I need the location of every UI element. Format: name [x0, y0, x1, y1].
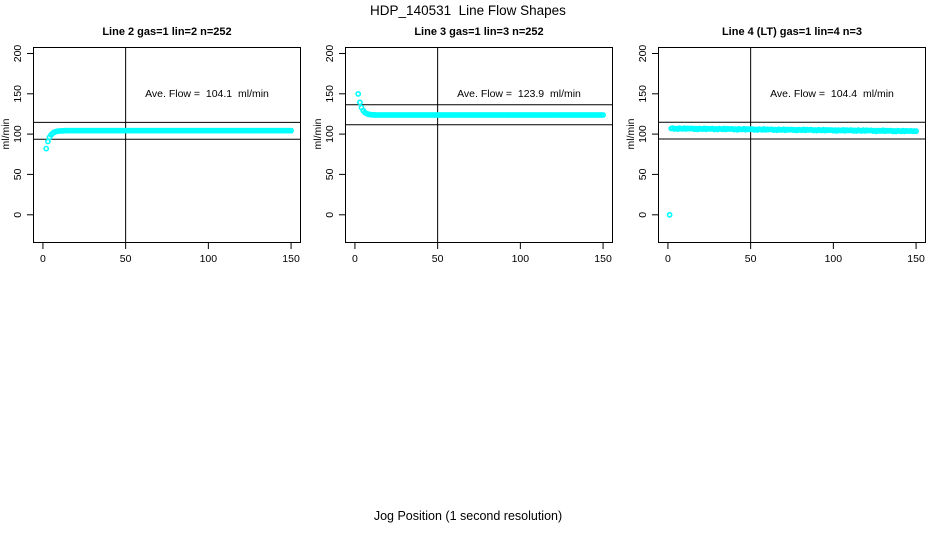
data-point: [288, 127, 294, 134]
ave-flow-annotation: Ave. Flow = 123.9 ml/min: [457, 88, 581, 100]
y-tick-label: 200: [12, 45, 24, 63]
x-tick-label: 0: [40, 253, 46, 265]
x-tick-label: 0: [665, 253, 671, 265]
y-axis-label: ml/min: [0, 118, 12, 150]
panel-line4-title: Line 4 (LT) gas=1 lin=4 n=3: [721, 26, 863, 38]
y-tick-label: 200: [637, 45, 649, 63]
x-tick-label: 100: [825, 253, 843, 265]
y-tick-label: 200: [324, 45, 336, 63]
plot-border: [33, 47, 301, 243]
figure-title: HDP_140531 Line Flow Shapes: [370, 3, 566, 18]
y-tick-label: 50: [637, 168, 649, 180]
panel-line2: Line 2 gas=1 lin=2 n=252 ml/min 0 50 100 15…: [0, 26, 301, 265]
x-tick-label: 150: [282, 253, 300, 265]
y-tick-label: 150: [12, 85, 24, 103]
x-tick-label: 100: [512, 253, 530, 265]
data-point: [356, 99, 363, 106]
panel-line3: Line 3 gas=1 lin=3 n=252 ml/min 0 50 100 15…: [312, 26, 613, 265]
x-tick-label: 50: [432, 253, 444, 265]
y-tick-label: 0: [637, 212, 649, 218]
y-tick-label: 0: [12, 212, 24, 218]
plot-area-line4: 0 50 100 150 0 50 100 150 200: [637, 45, 926, 265]
y-tick-label: 0: [324, 212, 336, 218]
y-axis-label: ml/min: [312, 118, 324, 150]
plot-border: [345, 47, 613, 243]
x-tick-label: 50: [120, 253, 132, 265]
x-tick-label: 150: [594, 253, 612, 265]
data-point: [913, 128, 919, 135]
panel-line2-title: Line 2 gas=1 lin=2 n=252: [102, 26, 232, 38]
ave-flow-annotation: Ave. Flow = 104.4 ml/min: [770, 88, 894, 100]
y-axis-label: ml/min: [625, 118, 637, 150]
y-tick-label: 100: [637, 125, 649, 143]
data-point: [666, 211, 673, 218]
plot-border: [658, 47, 926, 243]
panel-line4: Line 4 (LT) gas=1 lin=4 n=3 ml/min 0 50 10…: [625, 26, 926, 265]
y-tick-label: 50: [12, 168, 24, 180]
x-tick-label: 150: [907, 253, 925, 265]
y-tick-label: 100: [12, 125, 24, 143]
panel-line3-title: Line 3 gas=1 lin=3 n=252: [414, 26, 544, 38]
y-tick-label: 150: [637, 85, 649, 103]
x-tick-label: 50: [745, 253, 757, 265]
x-tick-label: 0: [352, 253, 358, 265]
plot-area-line3: 0 50 100 150 0 50 100 150 200: [324, 45, 613, 265]
y-tick-label: 150: [324, 85, 336, 103]
data-point: [43, 145, 50, 152]
ave-flow-annotation: Ave. Flow = 104.1 ml/min: [145, 88, 269, 100]
y-tick-label: 50: [324, 168, 336, 180]
data-point: [355, 91, 362, 97]
data-point: [600, 112, 606, 118]
x-axis-label: Jog Position (1 second resolution): [373, 509, 563, 523]
y-tick-label: 100: [324, 125, 336, 143]
x-tick-label: 100: [200, 253, 218, 265]
plot-area-line2: 0 50 100 150 0 50 100 150 200: [12, 45, 301, 265]
